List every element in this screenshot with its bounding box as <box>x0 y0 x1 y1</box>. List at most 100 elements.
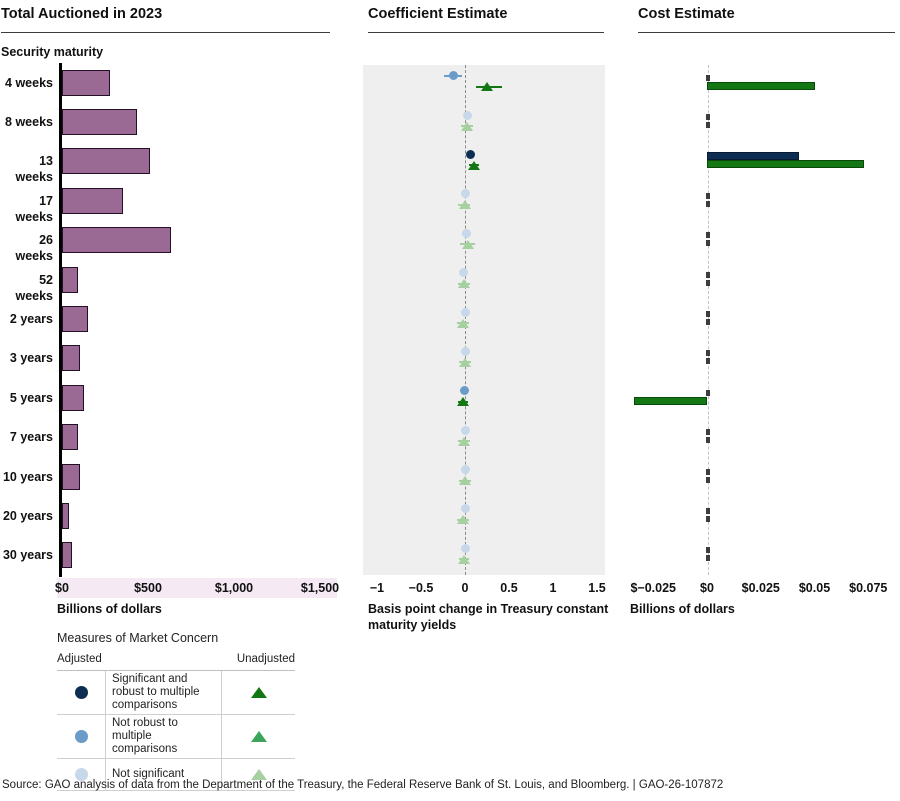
cost-zero-tick-unadjusted <box>706 319 710 325</box>
coef-marker-adjusted-circle <box>462 228 472 238</box>
coef-marker-unadjusted-triangle <box>460 121 473 131</box>
category-label: 2 years <box>9 312 53 326</box>
coef-marker-adjusted-circle <box>461 465 471 475</box>
coef-marker-adjusted-circle <box>460 425 470 435</box>
cost-x-tick-label: $−0.025 <box>630 581 677 595</box>
auction-bar <box>62 227 172 254</box>
x-axis-caption-auctioned: Billions of dollars <box>57 602 162 616</box>
auction-x-tick-label: $1,500 <box>300 581 340 595</box>
legend-row-label: Significant and robust to multiple compa… <box>105 671 222 714</box>
legend-unadjusted-marker-cell <box>222 759 295 790</box>
coef-marker-unadjusted-triangle <box>459 357 471 367</box>
cost-zero-tick-unadjusted <box>706 279 710 286</box>
auction-bar <box>62 109 137 136</box>
cost-zero-tick-adjusted <box>706 389 710 396</box>
coef-marker-adjusted-circle <box>460 543 470 553</box>
auction-x-tick-label: $0 <box>55 581 69 595</box>
legend-circle-icon <box>74 730 88 743</box>
legend-header: Adjusted Unadjusted <box>57 653 295 671</box>
cost-x-tick-label: $0 <box>700 581 714 595</box>
cost-zero-tick-adjusted <box>706 192 710 199</box>
coef-marker-adjusted-circle <box>460 504 470 514</box>
auction-bar <box>62 187 124 214</box>
legend-triangle-icon <box>250 731 267 742</box>
coefficient-x-tick-label: 0.5 <box>500 581 518 595</box>
coefficient-x-tick-label: −1 <box>369 581 385 595</box>
coef-marker-unadjusted-triangle <box>457 397 470 407</box>
coef-marker-unadjusted-triangle <box>459 200 471 210</box>
cost-zero-tick-adjusted <box>706 114 710 121</box>
auction-bar <box>62 463 81 490</box>
legend-row-label: Not significant <box>105 759 222 790</box>
auction-x-tick-label: $1,000 <box>214 581 254 595</box>
coef-marker-unadjusted-triangle <box>457 318 470 328</box>
legend-unadjusted-marker-cell <box>222 671 295 714</box>
category-label: 5 years <box>9 390 53 405</box>
legend-triangle-icon <box>250 687 267 698</box>
coefficient-x-tick-label: −0.5 <box>408 581 434 595</box>
auction-bar <box>62 148 150 175</box>
auction-bar <box>62 266 79 293</box>
legend-row: Not significant <box>57 759 295 791</box>
cost-zero-tick-adjusted <box>706 311 710 317</box>
legend-unadjusted-marker-cell <box>222 715 295 758</box>
auction-bar <box>62 542 73 569</box>
coef-marker-unadjusted-triangle <box>457 515 470 525</box>
auction-bar <box>62 502 69 529</box>
coef-marker-unadjusted-triangle <box>458 279 471 289</box>
x-axis-caption-coefficient: Basis point change in Treasury constant … <box>368 602 609 632</box>
source-line: Source: GAO analysis of data from the De… <box>2 779 724 791</box>
cost-zero-tick-unadjusted <box>706 358 710 365</box>
x-axis-caption-cost: Billions of dollars <box>630 602 735 616</box>
legend-circle-icon <box>74 686 88 699</box>
coef-marker-adjusted-circle <box>463 110 473 120</box>
cost-zero-tick-unadjusted <box>706 122 710 129</box>
coef-marker-adjusted-circle <box>461 189 471 199</box>
coefficient-x-tick-label: 1.5 <box>588 581 606 595</box>
legend-adjusted-marker-cell <box>57 715 105 758</box>
legend-col-adjusted: Adjusted <box>57 653 102 665</box>
coef-marker-adjusted-circle <box>460 307 470 317</box>
cost-zero-tick-adjusted <box>706 232 710 239</box>
auction-bar <box>62 345 81 372</box>
coef-marker-unadjusted-triangle <box>461 239 474 249</box>
category-label: 8 weeks <box>5 115 53 130</box>
cost-zero-tick-adjusted <box>706 468 710 475</box>
cost-zero-tick-adjusted <box>706 429 710 436</box>
coef-marker-adjusted-circle <box>458 268 468 278</box>
legend-title: Measures of Market Concern <box>57 631 219 645</box>
legend-adjusted-marker-cell <box>57 671 105 714</box>
y-axis-title-security-maturity: Security maturity <box>1 45 104 59</box>
cost-bar-adjusted <box>707 152 800 161</box>
auction-y-axis-line <box>59 63 62 577</box>
coefficient-plot-area <box>363 65 605 575</box>
cost-x-tick-label: $0.025 <box>741 581 780 595</box>
category-label: 7 years <box>9 430 53 445</box>
coef-marker-unadjusted-triangle <box>458 554 471 564</box>
category-label: 3 years <box>9 351 53 366</box>
legend-row-label: Not robust to multiple comparisons <box>105 715 222 758</box>
coef-marker-adjusted-circle <box>460 346 470 356</box>
legend-triangle-icon <box>250 769 267 780</box>
panel-title-cost-estimate: Cost Estimate <box>638 6 895 33</box>
coef-marker-adjusted-circle <box>459 386 469 396</box>
category-label: 10 years <box>2 469 53 484</box>
panel-title-total-auctioned: Total Auctioned in 2023 <box>1 6 330 33</box>
coef-marker-adjusted-circle <box>449 71 459 81</box>
cost-zero-tick-adjusted <box>706 74 710 81</box>
cost-zero-tick-adjusted <box>706 547 710 554</box>
coef-marker-unadjusted-triangle <box>458 436 471 446</box>
cost-zero-tick-adjusted <box>706 350 710 357</box>
auction-x-tick-label: $500 <box>134 581 162 595</box>
cost-zero-tick-adjusted <box>706 271 710 278</box>
legend-row: Not robust to multiple comparisons <box>57 715 295 759</box>
coefficient-x-tick-label: 1 <box>549 581 557 595</box>
cost-bar-unadjusted <box>707 160 864 169</box>
panel-title-coefficient-estimate: Coefficient Estimate <box>368 6 604 33</box>
cost-zero-tick-unadjusted <box>706 437 710 444</box>
legend-rows: Significant and robust to multiple compa… <box>57 671 295 791</box>
legend-measures-of-market-concern: Measures of Market Concern Adjusted Unad… <box>57 631 295 791</box>
cost-bar-unadjusted <box>707 81 815 90</box>
category-label: 17 weeks <box>15 193 53 224</box>
